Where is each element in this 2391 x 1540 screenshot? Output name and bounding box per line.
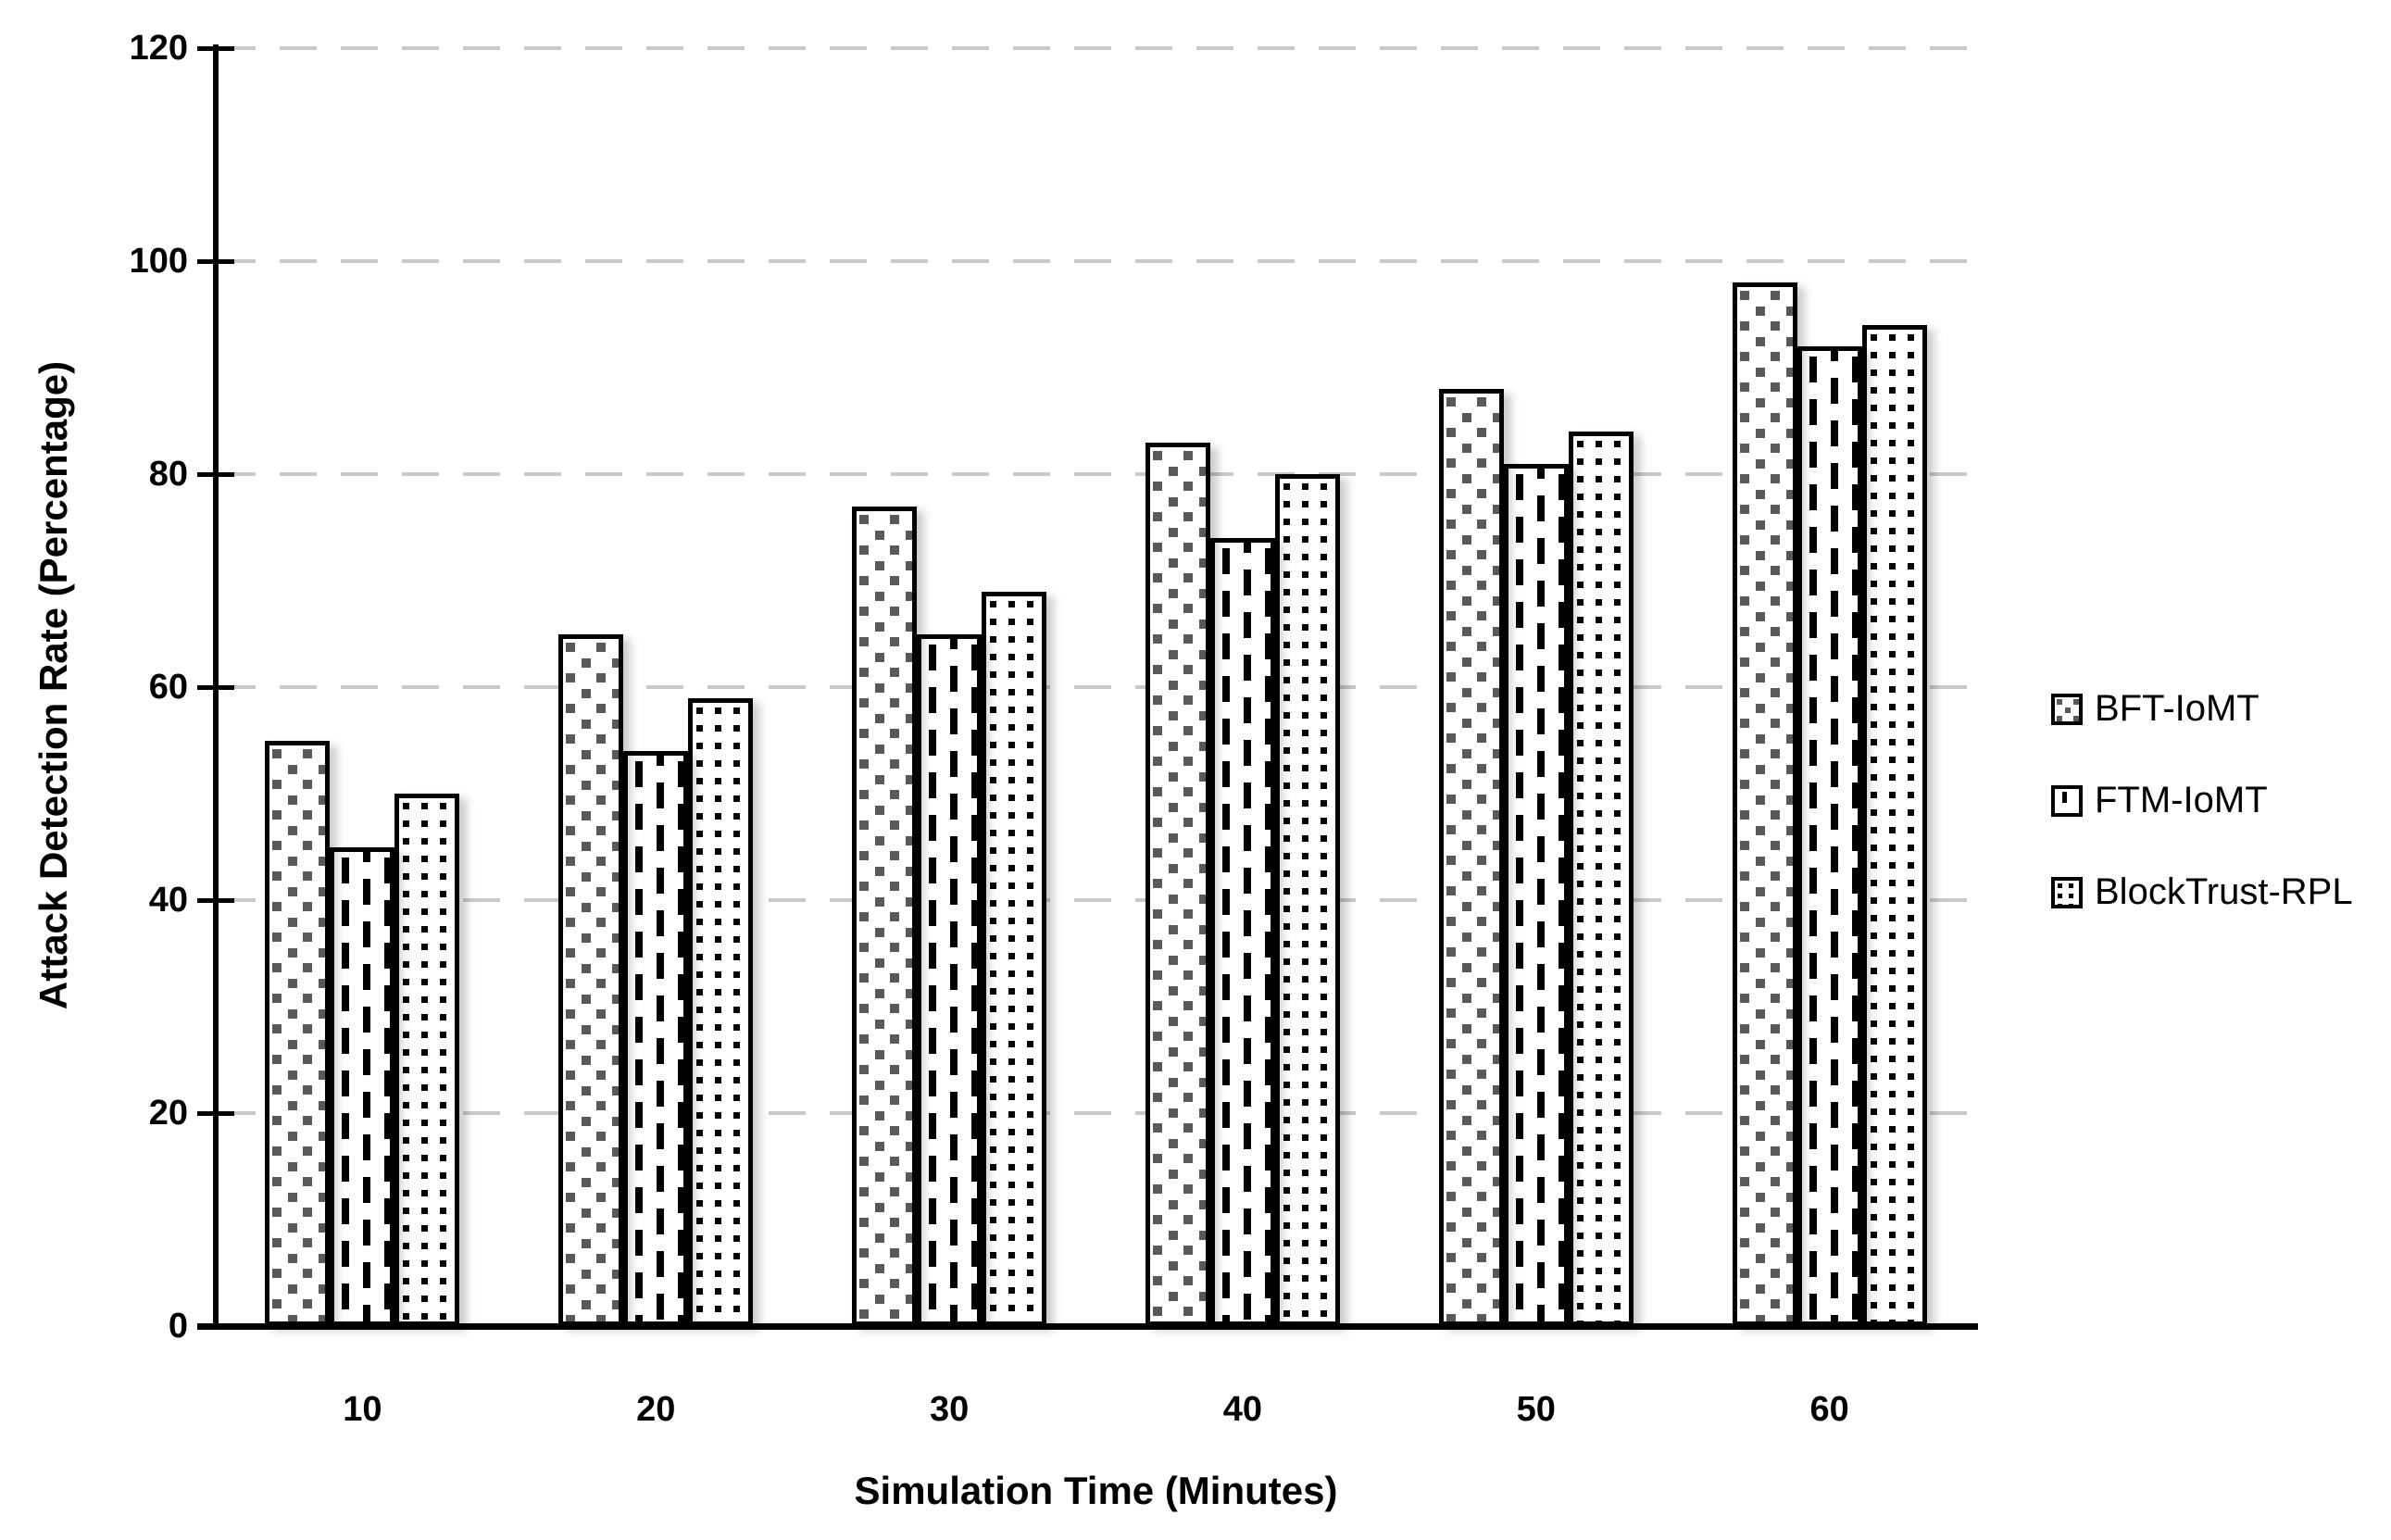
- y-tick-label-120: 120: [129, 29, 188, 68]
- y-tick-120: [197, 46, 234, 51]
- bar-BFT-IoMT-10: [265, 740, 331, 1326]
- bar-BlockTrust-RPL-60: [1861, 325, 1927, 1326]
- bar-BFT-IoMT-50: [1438, 389, 1504, 1326]
- legend-swatch-vertical-dashes-icon: [2051, 784, 2083, 817]
- x-tick-label-20: 20: [636, 1390, 676, 1429]
- bar-FTM-IoMT-10: [330, 846, 395, 1326]
- x-tick-label-60: 60: [1809, 1390, 1849, 1429]
- bar-BlockTrust-RPL-10: [394, 794, 460, 1326]
- gridline-100: [219, 259, 1976, 263]
- y-tick-label-0: 0: [168, 1307, 188, 1346]
- legend-label: BFT-IoMT: [2095, 688, 2260, 729]
- y-tick-100: [197, 259, 234, 264]
- bar-FTM-IoMT-30: [917, 633, 983, 1326]
- x-tick-label-40: 40: [1222, 1390, 1263, 1429]
- legend-label: FTM-IoMT: [2095, 780, 2268, 820]
- legend: BFT-IoMT FTM-IoMT BlockTrust-RPL: [2051, 688, 2353, 963]
- legend-swatch-dot-grid-icon: [2051, 876, 2083, 908]
- bar-BlockTrust-RPL-40: [1274, 474, 1340, 1326]
- y-tick-80: [197, 472, 234, 477]
- gridline-40: [219, 898, 1976, 902]
- bar-FTM-IoMT-20: [623, 751, 689, 1326]
- bar-BFT-IoMT-40: [1145, 442, 1210, 1326]
- y-tick-0: [197, 1324, 234, 1329]
- bar-BFT-IoMT-20: [558, 633, 624, 1326]
- gridline-120: [219, 46, 1976, 50]
- legend-swatch-speckle-25pct-icon: [2051, 693, 2083, 725]
- y-tick-label-40: 40: [148, 881, 188, 920]
- bar-BlockTrust-RPL-50: [1568, 432, 1634, 1326]
- y-tick-label-80: 80: [148, 455, 188, 494]
- bar-FTM-IoMT-50: [1503, 463, 1569, 1326]
- bar-BlockTrust-RPL-30: [982, 591, 1047, 1326]
- bar-BlockTrust-RPL-20: [688, 697, 754, 1326]
- y-tick-label-60: 60: [148, 668, 188, 707]
- x-axis-title: Simulation Time (Minutes): [854, 1469, 1338, 1512]
- x-tick-label-10: 10: [343, 1390, 382, 1429]
- y-tick-40: [197, 898, 234, 903]
- x-tick-label-30: 30: [929, 1390, 970, 1429]
- x-tick-label-50: 50: [1516, 1390, 1556, 1429]
- legend-label: BlockTrust-RPL: [2095, 871, 2353, 912]
- gridline-60: [219, 685, 1976, 689]
- legend-item-FTM-IoMT: FTM-IoMT: [2051, 780, 2353, 821]
- y-tick-label-20: 20: [148, 1094, 188, 1133]
- x-axis-line: [197, 1323, 1978, 1330]
- legend-item-BlockTrust-RPL: BlockTrust-RPL: [2051, 871, 2353, 913]
- bar-FTM-IoMT-60: [1796, 346, 1862, 1326]
- gridline-20: [219, 1111, 1976, 1115]
- bar-BFT-IoMT-30: [852, 506, 918, 1326]
- bar-BFT-IoMT-60: [1732, 282, 1797, 1326]
- y-tick-60: [197, 685, 234, 690]
- y-tick-20: [197, 1111, 234, 1116]
- legend-item-BFT-IoMT: BFT-IoMT: [2051, 688, 2353, 730]
- y-tick-label-100: 100: [129, 242, 188, 281]
- gridline-80: [219, 472, 1976, 476]
- bar-FTM-IoMT-40: [1209, 538, 1275, 1326]
